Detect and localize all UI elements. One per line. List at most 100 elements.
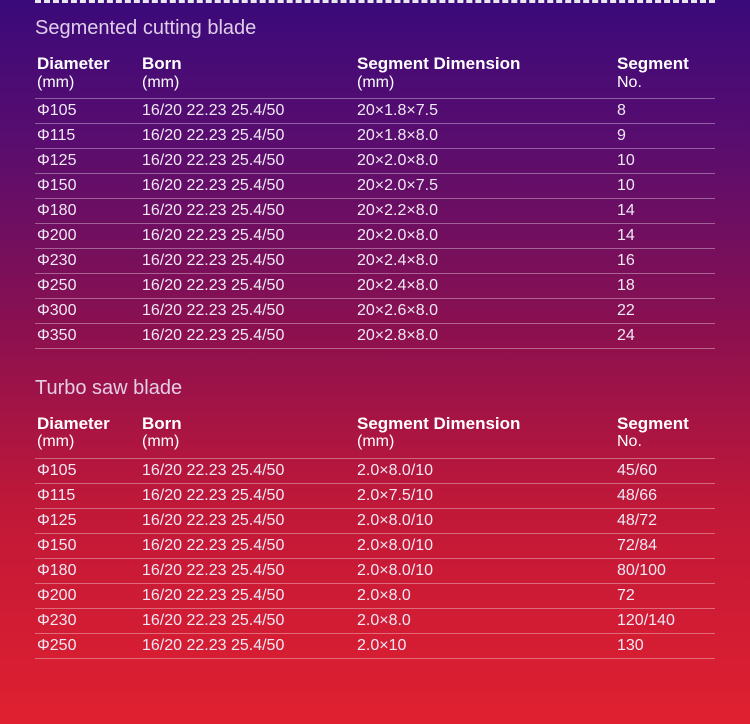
table-cell: 20×1.8×8.0 [355, 123, 615, 148]
column-header-sub: (mm) [37, 74, 138, 92]
table-cell: Φ300 [35, 298, 140, 323]
table-cell: Φ115 [35, 483, 140, 508]
table-cell: Φ200 [35, 583, 140, 608]
table-row: Φ15016/20 22.23 25.4/502.0×8.0/1072/84 [35, 533, 715, 558]
table-cell: 16/20 22.23 25.4/50 [140, 223, 355, 248]
table-row: Φ11516/20 22.23 25.4/5020×1.8×8.09 [35, 123, 715, 148]
column-header: SegmentNo. [615, 50, 715, 98]
column-header-label: Segment [617, 414, 689, 433]
section-title: Segmented cutting blade [35, 17, 715, 40]
table-cell: 16/20 22.23 25.4/50 [140, 98, 355, 123]
tables-container: Segmented cutting bladeDiameter(mm)Born(… [35, 17, 715, 659]
table-cell: Φ150 [35, 173, 140, 198]
table-row: Φ18016/20 22.23 25.4/5020×2.2×8.014 [35, 198, 715, 223]
column-header-label: Segment [617, 54, 689, 73]
table-cell: 2.0×8.0 [355, 583, 615, 608]
table-cell: 2.0×7.5/10 [355, 483, 615, 508]
table-cell: 48/72 [615, 508, 715, 533]
table-cell: 20×1.8×7.5 [355, 98, 615, 123]
table-row: Φ12516/20 22.23 25.4/502.0×8.0/1048/72 [35, 508, 715, 533]
table-cell: 16/20 22.23 25.4/50 [140, 298, 355, 323]
column-header-label: Born [142, 54, 182, 73]
table-cell: 2.0×8.0/10 [355, 558, 615, 583]
table-cell: 2.0×8.0/10 [355, 458, 615, 483]
column-header-sub: (mm) [142, 74, 353, 92]
column-header-label: Born [142, 414, 182, 433]
table-cell: Φ250 [35, 273, 140, 298]
table-cell: 16/20 22.23 25.4/50 [140, 633, 355, 658]
table-cell: 16/20 22.23 25.4/50 [140, 198, 355, 223]
table-cell: 2.0×10 [355, 633, 615, 658]
table-cell: 24 [615, 323, 715, 348]
column-header-sub: (mm) [142, 433, 353, 451]
table-row: Φ23016/20 22.23 25.4/502.0×8.0120/140 [35, 608, 715, 633]
column-header-label: Diameter [37, 414, 110, 433]
table-cell: 16 [615, 248, 715, 273]
spec-table: Diameter(mm)Born(mm)Segment Dimension(mm… [35, 410, 715, 659]
table-row: Φ30016/20 22.23 25.4/5020×2.6×8.022 [35, 298, 715, 323]
table-cell: 20×2.4×8.0 [355, 273, 615, 298]
table-cell: 2.0×8.0 [355, 608, 615, 633]
table-header-row: Diameter(mm)Born(mm)Segment Dimension(mm… [35, 50, 715, 98]
table-cell: 80/100 [615, 558, 715, 583]
column-header-sub: (mm) [357, 74, 613, 92]
table-cell: 16/20 22.23 25.4/50 [140, 558, 355, 583]
column-header: Diameter(mm) [35, 410, 140, 458]
column-header-label: Diameter [37, 54, 110, 73]
column-header: Segment Dimension(mm) [355, 50, 615, 98]
table-cell: 20×2.6×8.0 [355, 298, 615, 323]
table-cell: 20×2.4×8.0 [355, 248, 615, 273]
column-header: Diameter(mm) [35, 50, 140, 98]
table-row: Φ11516/20 22.23 25.4/502.0×7.5/1048/66 [35, 483, 715, 508]
table-cell: 20×2.2×8.0 [355, 198, 615, 223]
table-cell: 16/20 22.23 25.4/50 [140, 458, 355, 483]
column-header-sub: (mm) [357, 433, 613, 451]
table-cell: Φ180 [35, 558, 140, 583]
table-cell: 16/20 22.23 25.4/50 [140, 323, 355, 348]
table-cell: 16/20 22.23 25.4/50 [140, 508, 355, 533]
table-cell: Φ200 [35, 223, 140, 248]
table-cell: 8 [615, 98, 715, 123]
table-row: Φ12516/20 22.23 25.4/5020×2.0×8.010 [35, 148, 715, 173]
table-cell: 45/60 [615, 458, 715, 483]
table-cell: 48/66 [615, 483, 715, 508]
table-row: Φ20016/20 22.23 25.4/502.0×8.072 [35, 583, 715, 608]
table-cell: 20×2.8×8.0 [355, 323, 615, 348]
table-cell: Φ250 [35, 633, 140, 658]
table-row: Φ25016/20 22.23 25.4/502.0×10130 [35, 633, 715, 658]
table-cell: 22 [615, 298, 715, 323]
table-cell: Φ180 [35, 198, 140, 223]
table-header-row: Diameter(mm)Born(mm)Segment Dimension(mm… [35, 410, 715, 458]
table-cell: 16/20 22.23 25.4/50 [140, 533, 355, 558]
table-cell: Φ115 [35, 123, 140, 148]
table-cell: Φ105 [35, 458, 140, 483]
table-cell: 16/20 22.23 25.4/50 [140, 248, 355, 273]
column-header-sub: No. [617, 74, 713, 92]
table-cell: Φ125 [35, 508, 140, 533]
column-header-label: Segment Dimension [357, 54, 520, 73]
table-cell: 72 [615, 583, 715, 608]
table-cell: Φ230 [35, 248, 140, 273]
table-row: Φ23016/20 22.23 25.4/5020×2.4×8.016 [35, 248, 715, 273]
table-cell: 20×2.0×8.0 [355, 223, 615, 248]
table-cell: 16/20 22.23 25.4/50 [140, 148, 355, 173]
table-cell: 14 [615, 223, 715, 248]
table-cell: 9 [615, 123, 715, 148]
table-cell: 120/140 [615, 608, 715, 633]
column-header: SegmentNo. [615, 410, 715, 458]
table-row: Φ18016/20 22.23 25.4/502.0×8.0/1080/100 [35, 558, 715, 583]
section-title: Turbo saw blade [35, 377, 715, 400]
table-cell: 16/20 22.23 25.4/50 [140, 173, 355, 198]
table-cell: Φ150 [35, 533, 140, 558]
table-cell: 2.0×8.0/10 [355, 533, 615, 558]
table-cell: Φ105 [35, 98, 140, 123]
table-cell: 20×2.0×7.5 [355, 173, 615, 198]
column-header: Segment Dimension(mm) [355, 410, 615, 458]
table-cell: Φ125 [35, 148, 140, 173]
table-row: Φ10516/20 22.23 25.4/502.0×8.0/1045/60 [35, 458, 715, 483]
table-cell: 2.0×8.0/10 [355, 508, 615, 533]
table-cell: 130 [615, 633, 715, 658]
table-cell: 10 [615, 173, 715, 198]
table-row: Φ15016/20 22.23 25.4/5020×2.0×7.510 [35, 173, 715, 198]
table-cell: 20×2.0×8.0 [355, 148, 615, 173]
